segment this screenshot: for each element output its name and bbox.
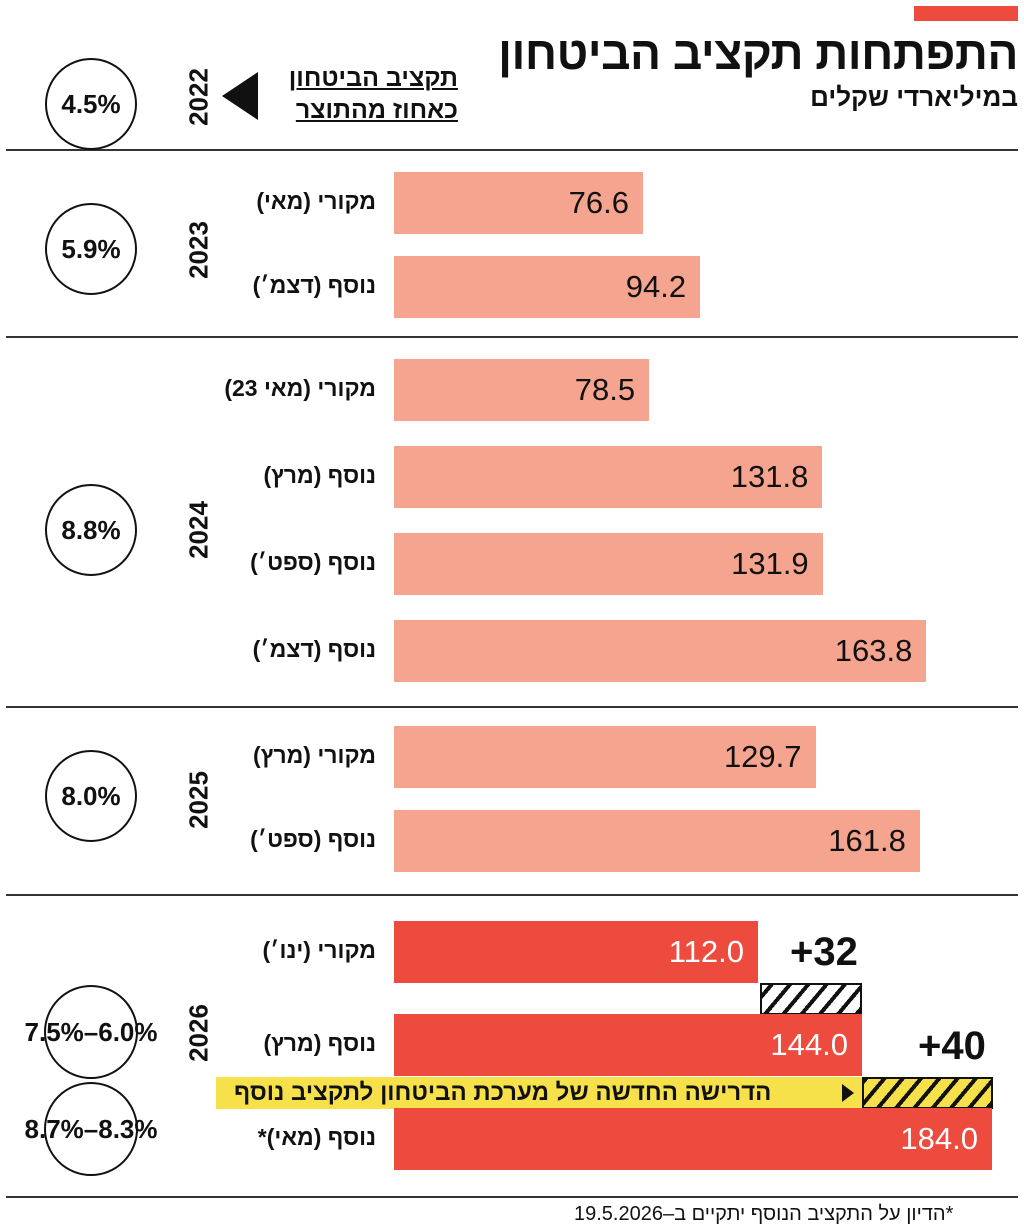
year-separator [6, 149, 1018, 151]
bar-2024-1 [394, 446, 823, 508]
year-separator [6, 894, 1018, 896]
bar-2026-1 [394, 1014, 862, 1076]
bar-2024-3 [394, 620, 927, 682]
legend-label-line1: תקציב הביטחון [288, 64, 458, 92]
gdp-share-2026-high: 8.7%–8.3% [25, 1082, 158, 1176]
demand-highlight [216, 1077, 862, 1109]
bar-label-2024-2: נוסף (ספט׳) [250, 549, 376, 575]
year-label-2023: 2023 [183, 221, 214, 279]
demand-annotation: הדרישה החדשה של מערכת הביטחון לתקציב נוס… [234, 1079, 772, 1106]
increment-label-32: +32 [790, 930, 858, 974]
chart-title: התפתחות תקציב הביטחון [498, 27, 1018, 79]
bar-value-2024-3: 163.8 [834, 633, 913, 668]
bar-value-2025-0: 129.7 [723, 739, 802, 774]
year-label-2024: 2024 [183, 501, 214, 559]
bar-2024-2 [394, 533, 823, 595]
bar-label-2023-0: מקורי (מאי) [256, 188, 376, 214]
legend-arrow-icon [222, 72, 258, 120]
bar-value-2024-1: 131.8 [730, 459, 809, 494]
bar-label-2025-0: מקורי (מרץ) [253, 742, 376, 768]
legend-label-line2: כאחוז מהתוצר [295, 96, 458, 124]
bar-2025-1 [394, 810, 920, 872]
bar-value-2024-2: 131.9 [731, 546, 809, 581]
bar-value-2023-1: 94.2 [625, 269, 687, 304]
gdp-share-2022: 4.5% [45, 58, 137, 150]
year-separator [6, 336, 1018, 338]
bar-label-2024-3: נוסף (דצמ׳) [252, 636, 376, 662]
bar-value-2026-2: 184.0 [900, 1121, 978, 1156]
bar-2023-0 [394, 172, 643, 234]
bar-label-2025-1: נוסף (ספט׳) [250, 826, 376, 852]
bar-2026-2 [394, 1108, 992, 1170]
bar-2024-0 [394, 359, 650, 421]
bar-label-2023-1: נוסף (דצמ׳) [252, 272, 376, 298]
bar-value-2026-0: 112.0 [668, 934, 744, 969]
gdp-share-2026-low: 7.5%–6.0% [25, 985, 158, 1079]
year-label-2022: 2022 [183, 68, 214, 126]
demand-arrow-icon [842, 1084, 854, 1102]
accent-bar [914, 6, 1018, 21]
bottom-rule [6, 1196, 1018, 1198]
bar-value-2024-0: 78.5 [574, 372, 636, 407]
legend-label: תקציב הביטחון כאחוז מהתוצר [258, 62, 458, 126]
increment-hatch-40 [862, 1077, 993, 1109]
increment-label-40: +40 [918, 1024, 986, 1068]
bar-2025-0 [394, 726, 816, 788]
bar-value-2025-1: 161.8 [828, 823, 906, 858]
footnote: *הדיון על התקציב הנוסף יתקיים ב–19.5.202… [574, 1203, 954, 1225]
gdp-share-2024: 8.8% [45, 484, 137, 576]
bar-label-2024-0: מקורי (מאי 23) [224, 375, 376, 401]
bar-label-2024-1: נוסף (מרץ) [263, 462, 376, 488]
gdp-share-2023: 5.9% [45, 203, 137, 295]
year-label-2025: 2025 [183, 771, 214, 829]
increment-hatch-32 [760, 983, 862, 1015]
bar-value-2023-0: 76.6 [568, 185, 629, 220]
bar-2026-0 [394, 921, 758, 983]
bar-label-2026-0: מקורי (ינו׳) [262, 937, 376, 963]
year-separator [6, 706, 1018, 708]
bar-label-2026-2: נוסף (מאי)* [257, 1124, 376, 1150]
gdp-share-2025: 8.0% [45, 750, 137, 842]
bar-value-2026-1: 144.0 [770, 1027, 848, 1062]
chart-subtitle: במיליארדי שקלים [810, 82, 1018, 112]
bar-2023-1 [394, 256, 701, 318]
year-label-2026: 2026 [183, 1004, 214, 1062]
bar-label-2026-1: נוסף (מרץ) [263, 1030, 376, 1056]
